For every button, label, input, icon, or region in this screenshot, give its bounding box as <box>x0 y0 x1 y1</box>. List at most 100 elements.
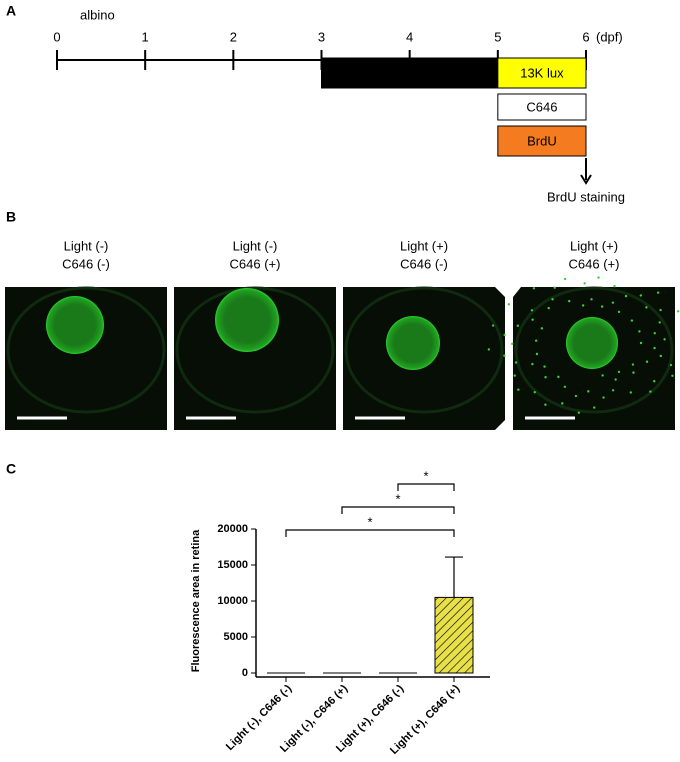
fluorescent-spot <box>649 390 652 393</box>
panel-label: B <box>6 209 16 225</box>
treatment-box <box>321 57 499 89</box>
micrograph <box>174 287 336 430</box>
fluorescent-spot <box>511 342 514 346</box>
retina <box>566 317 618 369</box>
fluorescent-spot <box>645 360 649 363</box>
image-title: Light (-) <box>233 238 278 253</box>
eye-outline <box>6 286 166 414</box>
fluorescent-spot <box>632 371 635 374</box>
timeline-tick-label: 5 <box>494 29 501 44</box>
fluorescent-spot <box>630 319 634 322</box>
fluorescent-spot <box>553 286 556 289</box>
fluorescent-spot <box>671 374 674 377</box>
image-title: Light (-) <box>64 238 109 253</box>
y-axis-label: Fluorescence area in retina <box>190 529 202 672</box>
fluorescent-spot <box>653 380 656 383</box>
fluorescent-spot <box>547 306 550 310</box>
eye-outline <box>514 286 674 414</box>
fluorescent-spot <box>533 391 536 394</box>
fluorescent-spot <box>590 298 593 301</box>
fluorescent-spot <box>487 348 491 351</box>
y-tick-label: 15000 <box>217 559 248 571</box>
fluorescent-spot <box>534 339 538 342</box>
fluorescent-spot <box>601 374 604 377</box>
y-tick-label: 10000 <box>217 595 248 607</box>
fluorescent-spot <box>535 352 539 356</box>
fluorescent-spot <box>491 324 495 327</box>
fluorescent-spot <box>656 291 660 294</box>
fluorescent-spot <box>532 287 536 290</box>
fluorescent-spot <box>639 341 643 345</box>
fluorescent-spot <box>624 294 628 298</box>
y-tick-label: 5000 <box>224 631 248 643</box>
retina <box>46 296 104 354</box>
fluorescent-spot <box>531 362 534 366</box>
fluorescent-spot <box>531 318 534 321</box>
fluorescent-spot <box>593 406 596 409</box>
fluorescent-spot <box>587 390 590 393</box>
fluorescent-spot <box>544 403 547 406</box>
fluorescent-spot <box>516 324 520 327</box>
image-title: Light (+) <box>570 238 618 253</box>
fluorescent-spot <box>561 402 564 405</box>
fluorescent-spot <box>639 294 643 297</box>
fluorescent-spot <box>530 309 534 312</box>
treatment-label: 13K lux <box>520 65 564 80</box>
panel-label: C <box>6 461 16 477</box>
fluorescent-spot <box>540 327 544 330</box>
fluorescent-spot <box>617 370 621 374</box>
fluorescent-spot <box>658 321 661 324</box>
fluorescent-spot <box>563 277 567 281</box>
timeline-tick-label: 3 <box>318 29 325 44</box>
fluorescent-spot <box>503 333 506 337</box>
treatment-label: BrdU <box>527 133 557 148</box>
timeline-tick-label: 6 <box>582 29 589 44</box>
strain-label: albino <box>80 7 115 22</box>
image-title: C646 (-) <box>400 256 448 271</box>
fluorescent-spot <box>551 298 554 301</box>
timeline-tick-label: 1 <box>142 29 149 44</box>
y-tick-label: 20000 <box>217 523 248 535</box>
fluorescent-spot <box>563 385 567 388</box>
treatment-box <box>497 125 587 157</box>
fluorescent-spot <box>557 375 560 379</box>
fluorescent-spot <box>631 363 635 366</box>
significance-star: * <box>367 514 372 529</box>
fluorescent-spot <box>676 310 680 313</box>
fluorescent-spot <box>544 376 547 379</box>
fluorescent-spot <box>611 301 615 304</box>
fluorescent-spot <box>669 363 673 367</box>
significance-bracket <box>341 506 455 514</box>
timeline-tick-label: 0 <box>53 29 60 44</box>
fluorescent-spot <box>507 303 511 306</box>
fluorescent-spot <box>659 308 662 312</box>
fluorescent-spot <box>513 374 516 377</box>
fluorescent-spot <box>581 304 585 307</box>
fluorescent-spot <box>503 354 506 357</box>
image-title: C646 (+) <box>569 256 620 271</box>
fluorescent-spot <box>583 282 586 285</box>
image-title: C646 (-) <box>62 256 110 271</box>
fluorescent-spot <box>663 338 666 341</box>
fluorescent-spot <box>597 276 600 279</box>
image-title: Light (+) <box>400 238 448 253</box>
panel-label: A <box>6 3 16 19</box>
significance-star: * <box>395 491 400 506</box>
timeline-tick-label: 4 <box>406 29 413 44</box>
retina <box>215 288 279 352</box>
micrograph <box>5 287 167 430</box>
fluorescent-spot <box>629 391 633 394</box>
significance-bracket <box>397 483 455 491</box>
significance-bracket <box>285 529 455 537</box>
treatment-box <box>497 93 587 121</box>
bar-hatch <box>435 597 473 673</box>
fluorescent-spot <box>602 396 605 399</box>
treatment-label: C646 <box>526 99 557 114</box>
retina <box>386 316 440 370</box>
fluorescent-spot <box>653 346 656 350</box>
fluorescent-spot <box>613 284 616 288</box>
timeline-tick-label: 2 <box>230 29 237 44</box>
fluorescent-spot <box>577 411 581 414</box>
significance-star: * <box>423 468 428 483</box>
